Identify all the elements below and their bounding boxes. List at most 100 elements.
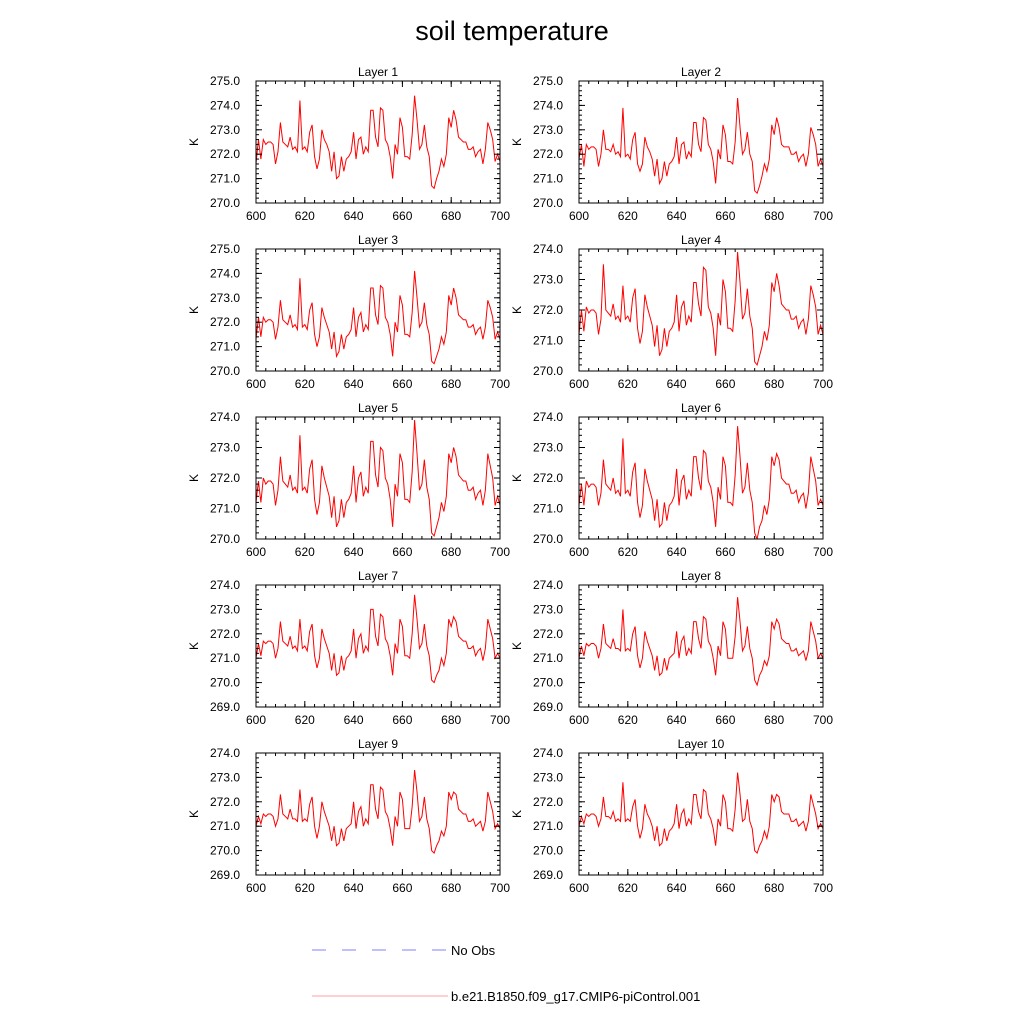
y-tick-label: 273.0: [533, 602, 563, 616]
y-tick-label: 269.0: [533, 868, 563, 882]
x-tick-label: 620: [295, 377, 315, 391]
chart-panel-4: Layer 4 K 600 620 640 660 680 700 270.0 271.0 272.…: [510, 233, 833, 391]
y-tick-label: 274.0: [210, 266, 240, 280]
series-line: [256, 95, 500, 190]
y-tick-label: 272.0: [533, 147, 563, 161]
chart-panel-8: Layer 8 K 600 620 640 660 680 700 269.0 270.0 271.…: [510, 569, 833, 727]
y-tick-label: 274.0: [533, 98, 563, 112]
y-tick-label: 273.0: [210, 602, 240, 616]
plot-frame: [578, 416, 824, 540]
chart-panel-2: Layer 2 K 600 620 640 660 680 700 270.0 271.0 272.…: [510, 65, 833, 223]
y-tick-label: 274.0: [210, 410, 240, 424]
y-tick-label: 273.0: [210, 770, 240, 784]
y-tick-label: 271.0: [533, 502, 563, 516]
x-tick-label: 660: [715, 545, 735, 559]
x-tick-label: 600: [569, 209, 589, 223]
y-tick-label: 273.0: [210, 441, 240, 455]
y-tick-label: 272.0: [533, 627, 563, 641]
y-tick-label: 270.0: [533, 364, 563, 378]
y-tick-label: 271.0: [210, 819, 240, 833]
series-line: [256, 770, 500, 854]
x-tick-label: 640: [344, 545, 364, 559]
x-tick-label: 640: [667, 545, 687, 559]
x-tick-label: 680: [764, 377, 784, 391]
y-axis-label: K: [187, 138, 201, 146]
plot-frame: [578, 584, 824, 708]
figure-title: soil temperature: [415, 16, 609, 46]
x-tick-label: 700: [490, 713, 510, 727]
x-tick-label: 620: [295, 881, 315, 895]
x-tick-label: 680: [764, 545, 784, 559]
x-tick-label: 640: [344, 881, 364, 895]
x-tick-label: 600: [569, 881, 589, 895]
chart-panel-7: Layer 7 K 600 620 640 660 680 700 269.0 270.0 271.…: [187, 569, 510, 727]
y-tick-label: 274.0: [533, 242, 563, 256]
y-tick-label: 275.0: [210, 74, 240, 88]
y-tick-label: 272.0: [210, 471, 240, 485]
series-line: [579, 426, 823, 539]
y-tick-label: 271.0: [533, 172, 563, 186]
x-tick-label: 620: [618, 713, 638, 727]
y-axis-label: K: [510, 306, 524, 314]
y-tick-label: 275.0: [210, 242, 240, 256]
y-tick-label: 270.0: [210, 196, 240, 210]
y-tick-label: 271.0: [210, 651, 240, 665]
x-tick-label: 660: [392, 713, 412, 727]
panel-title: Layer 9: [358, 737, 398, 751]
panel-title: Layer 2: [681, 65, 721, 79]
x-tick-label: 600: [569, 713, 589, 727]
y-tick-label: 272.0: [210, 627, 240, 641]
x-tick-label: 680: [764, 881, 784, 895]
y-tick-label: 272.0: [533, 795, 563, 809]
x-tick-label: 600: [569, 377, 589, 391]
y-tick-label: 271.0: [533, 651, 563, 665]
panel-title: Layer 6: [681, 401, 721, 415]
x-tick-label: 600: [246, 209, 266, 223]
y-tick-label: 273.0: [533, 273, 563, 287]
y-axis-label: K: [510, 138, 524, 146]
panels: Layer 1 K 600 620 640 660 680 700 270.0 271.0 272.…: [187, 65, 833, 895]
legend-obs-label: No Obs: [451, 943, 496, 958]
x-tick-label: 620: [295, 545, 315, 559]
y-tick-label: 270.0: [533, 844, 563, 858]
x-tick-label: 660: [392, 881, 412, 895]
y-tick-label: 269.0: [533, 700, 563, 714]
y-axis-label: K: [187, 642, 201, 650]
chart-panel-9: Layer 9 K 600 620 640 660 680 700 269.0 270.0 271.…: [187, 737, 510, 895]
x-tick-label: 700: [490, 545, 510, 559]
x-tick-label: 600: [246, 377, 266, 391]
y-tick-label: 271.0: [210, 340, 240, 354]
y-tick-label: 272.0: [533, 471, 563, 485]
x-tick-label: 660: [392, 209, 412, 223]
chart-panel-6: Layer 6 K 600 620 640 660 680 700 270.0 271.0 272.…: [510, 401, 833, 559]
y-tick-label: 274.0: [210, 578, 240, 592]
x-tick-label: 680: [764, 209, 784, 223]
y-tick-label: 271.0: [533, 819, 563, 833]
plot-frame: [255, 248, 501, 372]
plot-frame: [578, 80, 824, 204]
x-tick-label: 680: [441, 881, 461, 895]
x-tick-label: 700: [813, 209, 833, 223]
panel-title: Layer 8: [681, 569, 721, 583]
y-tick-label: 272.0: [210, 315, 240, 329]
x-tick-label: 700: [813, 881, 833, 895]
x-tick-label: 660: [392, 545, 412, 559]
plot-frame: [255, 416, 501, 540]
y-tick-label: 270.0: [533, 532, 563, 546]
y-tick-label: 271.0: [210, 502, 240, 516]
y-tick-label: 275.0: [533, 74, 563, 88]
x-tick-label: 640: [667, 881, 687, 895]
chart-panel-10: Layer 10 K 600 620 640 660 680 700 269.0 270.0 271…: [510, 737, 833, 895]
x-tick-label: 680: [764, 713, 784, 727]
series-line: [256, 420, 500, 538]
panel-title: Layer 7: [358, 569, 398, 583]
x-tick-label: 640: [344, 209, 364, 223]
x-tick-label: 620: [618, 377, 638, 391]
y-tick-label: 274.0: [533, 746, 563, 760]
y-tick-label: 274.0: [210, 98, 240, 112]
chart-panel-3: Layer 3 K 600 620 640 660 680 700 270.0 271.0 272.…: [187, 233, 510, 391]
y-tick-label: 273.0: [210, 123, 240, 137]
x-tick-label: 600: [246, 881, 266, 895]
x-tick-label: 640: [667, 713, 687, 727]
